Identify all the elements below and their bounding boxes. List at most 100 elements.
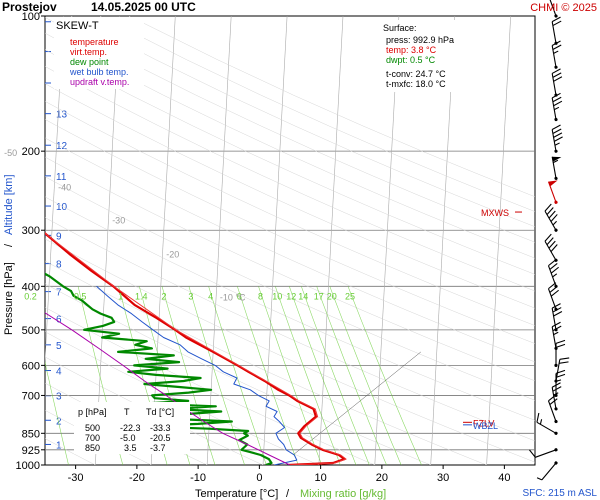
surface-t-conv: t-conv: 24.7 °C bbox=[386, 69, 446, 79]
wind-barb-flag bbox=[550, 266, 559, 274]
wind-barb bbox=[551, 382, 562, 411]
table-header-td: Td [°C] bbox=[146, 407, 174, 417]
wind-barb bbox=[551, 92, 563, 122]
isotherm-label: -40 bbox=[58, 183, 71, 193]
wind-barb-flag bbox=[553, 311, 563, 317]
station-title: Prostejov bbox=[2, 0, 57, 14]
x-tick-label: -20 bbox=[129, 472, 145, 484]
isotherm-line bbox=[45, 16, 64, 367]
altitude-tick-label: 12 bbox=[56, 141, 68, 152]
x-tick-label: 0 bbox=[256, 472, 262, 484]
altitude-tick-label: 2 bbox=[56, 416, 62, 427]
mixing-ratio-label: 10 bbox=[272, 291, 282, 301]
dry-adiabat bbox=[45, 83, 535, 309]
wind-barb-staff bbox=[544, 240, 557, 261]
isotherm-line bbox=[95, 16, 120, 465]
y-axis-label: Pressure [hPa] bbox=[3, 262, 15, 335]
wind-barb-flag bbox=[546, 207, 554, 215]
wind-barb-flag bbox=[553, 132, 563, 138]
isotherm-label: -10 °C bbox=[220, 292, 246, 302]
altitude-tick-label: 4 bbox=[56, 367, 62, 378]
mixing-ratio-label: 12 bbox=[286, 291, 296, 301]
altitude-tick-label: 9 bbox=[56, 231, 62, 242]
table-cell: 700 bbox=[85, 433, 100, 443]
x-axis-label-2: Mixing ratio [g/kg] bbox=[300, 488, 386, 500]
wind-barb bbox=[536, 461, 558, 481]
wind-barb bbox=[551, 321, 562, 350]
wind-barb-half-flag bbox=[536, 477, 543, 481]
wind-barb-flag bbox=[559, 361, 569, 364]
wind-barb-flag bbox=[551, 124, 561, 131]
wind-barb-flag bbox=[559, 357, 570, 360]
wind-barb-flag bbox=[544, 203, 552, 212]
altitude-tick-label: 5 bbox=[56, 341, 62, 352]
fzlv-label: FZLV bbox=[473, 418, 494, 428]
mixing-ratio-label: 20 bbox=[327, 291, 337, 301]
series-line-temperature bbox=[45, 232, 346, 465]
wind-barb-half-flag bbox=[553, 331, 559, 336]
mixing-ratio-label: 14 bbox=[298, 291, 308, 301]
wind-barb bbox=[551, 156, 562, 180]
altitude-tick-label: 8 bbox=[56, 260, 62, 271]
wind-barb-staff bbox=[547, 0, 557, 17]
series-line-dew_point bbox=[45, 272, 273, 465]
dry-adiabat bbox=[45, 283, 431, 465]
wind-barb-flag bbox=[551, 68, 561, 74]
wind-barb-flag bbox=[555, 339, 566, 344]
wind-barb-staff bbox=[535, 449, 557, 458]
datetime-title: 14.05.2025 00 UTC bbox=[91, 0, 196, 14]
wind-barb-flag bbox=[552, 96, 562, 103]
table-cell: -22.3 bbox=[120, 423, 141, 433]
mixing-ratio-line bbox=[208, 286, 267, 465]
wind-barb-half-flag bbox=[554, 106, 560, 111]
wind-barb bbox=[551, 16, 562, 45]
isotherm-line bbox=[150, 16, 176, 465]
pressure-tick-label: 200 bbox=[22, 146, 40, 158]
table-header-p: p [hPa] bbox=[78, 407, 107, 417]
legend-item-updraft: updraft v.temp. bbox=[70, 77, 129, 87]
y-axis-separator: / bbox=[3, 243, 15, 247]
wind-barb-half-flag bbox=[552, 220, 557, 226]
table-cell: -33.3 bbox=[150, 423, 171, 433]
dry-adiabat bbox=[45, 32, 535, 259]
wind-barb-flag bbox=[552, 386, 562, 392]
x-tick-label: 20 bbox=[376, 472, 388, 484]
wind-barb-staff bbox=[555, 359, 561, 382]
wind-barb-staff bbox=[547, 181, 557, 203]
dry-adiabat bbox=[45, 356, 264, 465]
wind-barb-flag bbox=[551, 303, 561, 309]
wind-barb-half-flag bbox=[552, 159, 559, 164]
series-line-virt_temp bbox=[45, 232, 347, 465]
dry-adiabat bbox=[45, 17, 535, 243]
wind-barb-flag bbox=[555, 343, 566, 348]
series-line-updraft bbox=[45, 312, 291, 465]
isotherm-line bbox=[0, 16, 8, 465]
wind-barb-flag bbox=[553, 100, 563, 107]
wind-barb bbox=[551, 124, 563, 153]
axis-separator: / bbox=[286, 488, 290, 500]
surface-elevation: SFC: 215 m ASL bbox=[523, 488, 598, 499]
altitude-tick-label: 7 bbox=[56, 288, 62, 299]
wind-barb-flag bbox=[546, 237, 554, 246]
profile-lines bbox=[45, 232, 347, 465]
x-tick-label: -10 bbox=[190, 472, 206, 484]
wind-barb-pennant bbox=[552, 156, 562, 162]
wind-barb-staff bbox=[536, 421, 557, 434]
isotherm-label: -50 bbox=[4, 148, 17, 158]
wind-barb-half-flag bbox=[554, 142, 560, 146]
dry-adiabat bbox=[129, 16, 535, 197]
mixing-ratio-label: 6 bbox=[237, 291, 242, 301]
table-cell: -3.7 bbox=[150, 443, 166, 453]
mixing-ratio-line bbox=[316, 286, 387, 465]
altitude-tick-label: 6 bbox=[56, 315, 62, 326]
table-cell: -20.5 bbox=[150, 433, 171, 443]
dry-adiabat bbox=[45, 176, 535, 401]
altitude-tick-label: 13 bbox=[56, 110, 68, 121]
dry-adiabat bbox=[71, 16, 535, 227]
legend: SKEW-T temperature virt.temp. dew point … bbox=[54, 17, 144, 89]
guide-line bbox=[292, 351, 422, 456]
wind-barb-flag bbox=[549, 398, 558, 406]
credit-text: CHMI © 2025 bbox=[530, 2, 597, 14]
isotherm-line bbox=[486, 16, 511, 465]
